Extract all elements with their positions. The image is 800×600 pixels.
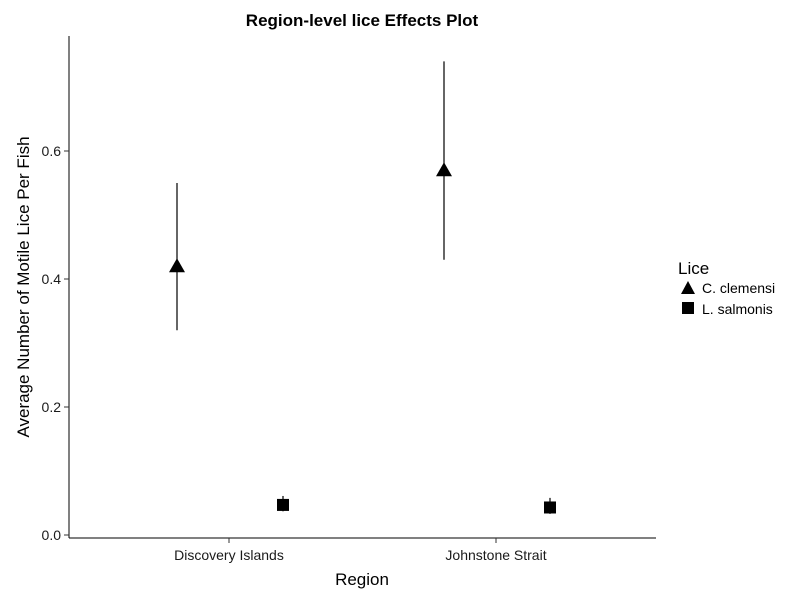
y-axis-ticks: 0.0 0.2 0.4 0.6 [42, 143, 69, 543]
legend-label-l-salmonis: L. salmonis [702, 301, 773, 317]
chart-title: Region-level lice Effects Plot [246, 11, 479, 30]
triangle-point [169, 258, 185, 273]
legend-label-c-clemensi: C. clemensi [702, 280, 775, 296]
x-axis-title: Region [335, 570, 389, 589]
plot-marks [169, 61, 556, 514]
y-tick-label: 0.2 [42, 399, 62, 415]
x-tick-label: Discovery Islands [174, 547, 284, 563]
y-tick-label: 0.0 [42, 527, 62, 543]
x-tick-label: Johnstone Strait [445, 547, 546, 563]
legend-title: Lice [678, 259, 709, 278]
triangle-point [436, 162, 452, 177]
y-tick-label: 0.4 [42, 271, 62, 287]
square-point [544, 501, 556, 514]
square-point [277, 498, 289, 511]
y-tick-label: 0.6 [42, 143, 62, 159]
legend-square-icon [682, 302, 694, 314]
legend-triangle-icon [681, 281, 695, 294]
y-axis-title: Average Number of Motile Lice Per Fish [14, 136, 33, 437]
x-axis-ticks: Discovery Islands Johnstone Strait [174, 538, 547, 563]
legend: Lice C. clemensi L. salmonis [678, 259, 775, 317]
